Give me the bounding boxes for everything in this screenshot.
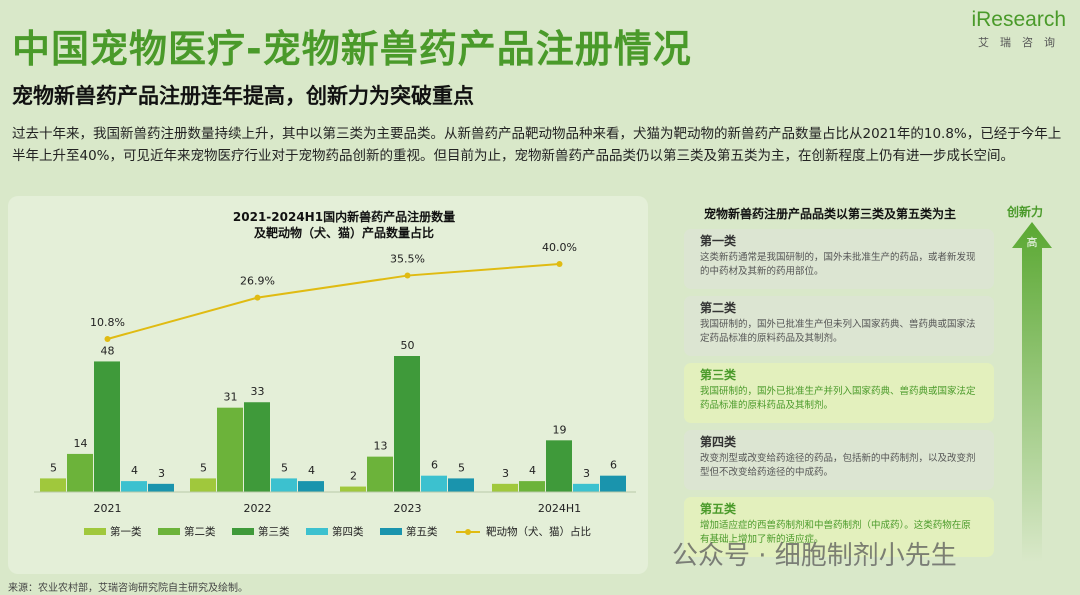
legend-line-marker: [465, 529, 471, 535]
class-box-1: 第一类 这类新药通常是我国研制的，国外未批准生产的药品，或者新发现的中药材及其新…: [684, 229, 994, 289]
bar-value-label: 6: [610, 459, 617, 472]
legend-swatch: [158, 528, 180, 535]
bar-value-label: 4: [131, 464, 138, 477]
legend-label: 靶动物（犬、猫）占比: [486, 525, 591, 538]
page-title: 中国宠物医疗-宠物新兽药产品注册情况: [12, 27, 692, 71]
legend-swatch: [232, 528, 254, 535]
class-box-2: 第二类 我国研制的，国外已批准生产但未列入国家药典、兽药典或国家法定药品标准的原…: [684, 296, 994, 356]
legend-label: 第四类: [332, 525, 364, 538]
logo-subtext: 艾瑞咨询: [978, 36, 1066, 49]
bar-value-label: 48: [101, 344, 115, 357]
share-label: 40.0%: [542, 241, 577, 254]
logo: iResearch 艾瑞咨询: [971, 8, 1066, 50]
bar-3-2021: [94, 361, 120, 492]
bar-1-2021: [40, 478, 66, 492]
logo-text: iResearch: [971, 8, 1066, 31]
innovation-label: 创新力: [1007, 205, 1044, 219]
bar-4-2024H1: [573, 483, 599, 492]
class-name: 第一类: [700, 234, 737, 248]
bar-value-label: 4: [529, 464, 536, 477]
bar-value-label: 50: [401, 339, 415, 352]
share-label: 10.8%: [90, 316, 125, 329]
class-box-4: 第四类 改变剂型或改变给药途径的药品，包括新的中药制剂，以及改变剂型但不改变给药…: [684, 430, 994, 490]
bar-value-label: 19: [553, 423, 567, 436]
bar-value-label: 4: [308, 464, 315, 477]
legend-label: 第三类: [258, 525, 290, 538]
share-label: 26.9%: [240, 275, 275, 288]
source-note: 来源：农业农村部，艾瑞咨询研究院自主研究及绘制。: [8, 583, 248, 594]
bar-value-label: 3: [583, 467, 590, 480]
bar-1-2023: [340, 486, 366, 492]
legend-label: 第五类: [406, 525, 438, 538]
bar-1-2022: [190, 478, 216, 492]
x-tick-label: 2023: [394, 502, 422, 515]
bar-2-2022: [217, 407, 243, 492]
bar-value-label: 13: [374, 440, 388, 453]
bar-1-2024H1: [492, 483, 518, 492]
share-point: [556, 261, 563, 267]
page-subtitle: 宠物新兽药产品注册连年提高，创新力为突破重点: [12, 84, 474, 108]
bar-2-2021: [67, 453, 93, 492]
bar-value-label: 6: [431, 459, 438, 472]
innovation-arrow-icon: 高: [1012, 222, 1052, 562]
x-tick-label: 2022: [244, 502, 272, 515]
bar-3-2024H1: [546, 440, 572, 492]
bar-value-label: 5: [458, 461, 465, 474]
bar-value-label: 3: [158, 467, 165, 480]
legend-label: 第二类: [184, 525, 216, 538]
innovation-high-text: 高: [1027, 235, 1038, 249]
chart-subtitle: 及靶动物（犬、猫）产品数量占比: [254, 225, 434, 240]
bar-3-2022: [244, 402, 270, 492]
class-box-3: 第三类 我国研制的，国外已批准生产并列入国家药典、兽药典或国家法定药品标准的原料…: [684, 363, 994, 423]
legend-swatch: [306, 528, 328, 535]
class-name: 第二类: [700, 301, 737, 315]
class-name: 第三类: [700, 368, 737, 382]
share-label: 35.5%: [390, 253, 425, 266]
bar-5-2021: [148, 483, 174, 492]
bar-value-label: 31: [224, 391, 238, 404]
x-tick-label: 2024H1: [538, 502, 581, 515]
bar-5-2022: [298, 481, 324, 492]
share-point: [404, 272, 411, 279]
bar-5-2023: [448, 478, 474, 492]
bar-2-2024H1: [519, 481, 545, 492]
bar-5-2024H1: [600, 475, 626, 492]
class-name: 第四类: [700, 435, 737, 449]
bar-4-2022: [271, 478, 297, 492]
description-text: 过去十年来，我国新兽药注册数量持续上升，其中以第三类为主要品类。从新兽药产品靶动…: [12, 126, 1062, 164]
class-name: 第五类: [700, 502, 737, 516]
share-point: [104, 336, 111, 342]
class-box-5: 第五类 增加适应症的西兽药制剂和中兽药制剂（中成药）。这类药物在原有基础上增加了…: [684, 497, 994, 557]
bar-value-label: 5: [200, 461, 207, 474]
share-line: [107, 263, 560, 340]
chart-panel: 2021-2024H1国内新兽药产品注册数量 及靶动物（犬、猫）产品数量占比 5 14…: [8, 196, 648, 574]
share-point: [254, 294, 261, 301]
class-desc: 我国研制的，国外已批准生产并列入国家药典、兽药典或国家法定药品标准的原料药品及其…: [700, 386, 976, 411]
bar-3-2023: [394, 356, 420, 492]
watermark: 公众号 · 细胞制剂小先生: [672, 541, 957, 571]
bar-4-2023: [421, 475, 447, 492]
bar-value-label: 3: [502, 467, 509, 480]
legend-swatch: [380, 528, 402, 535]
bar-value-label: 14: [74, 437, 88, 450]
class-desc: 我国研制的，国外已批准生产但未列入国家药典、兽药典或国家法定药品标准的原料药品及…: [700, 319, 976, 344]
bar-value-label: 5: [281, 461, 288, 474]
bar-value-label: 5: [50, 461, 57, 474]
bar-value-label: 33: [251, 385, 265, 398]
class-desc: 增加适应症的西兽药制剂和中兽药制剂（中成药）。这类药物在原有基础上增加了新的适应…: [700, 520, 971, 545]
chart-title: 2021-2024H1国内新兽药产品注册数量: [233, 209, 455, 224]
classes-title: 宠物新兽药注册产品品类以第三类及第五类为主: [703, 207, 956, 221]
legend-swatch: [84, 528, 106, 535]
bar-2-2023: [367, 456, 393, 492]
class-desc: 这类新药通常是我国研制的，国外未批准生产的药品，或者新发现的中药材及其新的药用部…: [700, 252, 976, 277]
class-desc: 改变剂型或改变给药途径的药品，包括新的中药制剂，以及改变剂型但不改变给药途径的中…: [700, 453, 976, 478]
x-tick-label: 2021: [94, 502, 122, 515]
bar-value-label: 2: [350, 470, 357, 483]
legend-label: 第一类: [110, 525, 142, 538]
bar-4-2021: [121, 481, 147, 492]
